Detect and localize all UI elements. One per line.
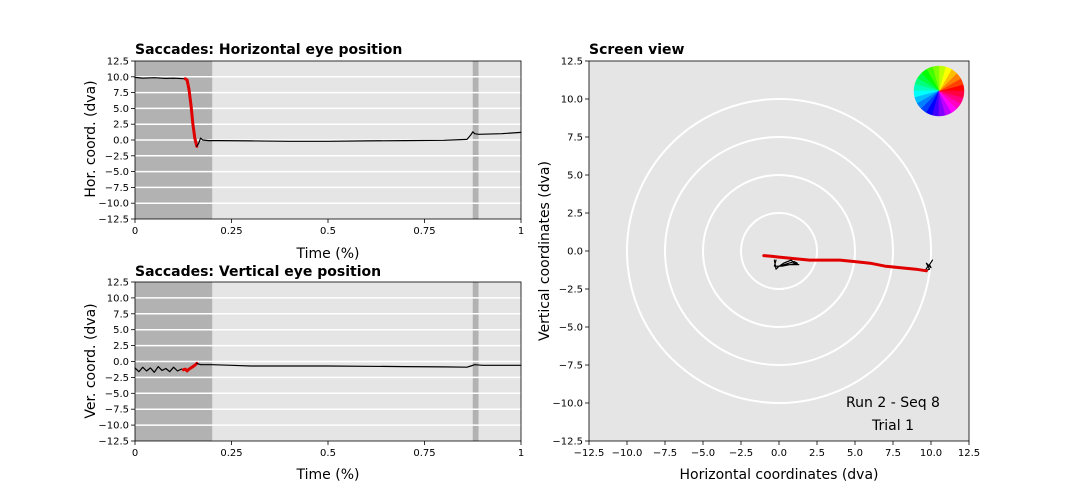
y-tick-label: −12.5 (98, 437, 129, 448)
y-tick-label: 5.0 (113, 104, 129, 115)
y-tick-label: 10.0 (107, 72, 129, 83)
horizontal-panel-xlabel: Time (%) (296, 246, 360, 262)
y-tick-label: −5.0 (559, 323, 583, 334)
x-tick-label: −2.5 (729, 448, 753, 459)
screen-view-title: Screen view (589, 42, 685, 58)
y-tick-label: 7.5 (113, 88, 129, 99)
x-tick-label: 0.75 (413, 226, 435, 237)
y-tick-label: 12.5 (561, 57, 583, 68)
vertical-panel-title: Saccades: Vertical eye position (135, 264, 381, 280)
plot-background (589, 61, 969, 441)
y-tick-label: 12.5 (107, 57, 129, 68)
y-tick-label: 7.5 (113, 309, 129, 320)
y-tick-label: −2.5 (559, 285, 583, 296)
x-tick-label: 7.5 (885, 448, 901, 459)
y-tick-label: −7.5 (105, 183, 129, 194)
x-tick-label: 12.5 (958, 448, 980, 459)
y-tick-label: 2.5 (113, 341, 129, 352)
vertical-panel-ylabel: Ver. coord. (dva) (83, 303, 99, 418)
wheel-segment (938, 90, 965, 98)
x-tick-label: 1 (518, 448, 524, 459)
y-tick-label: 5.0 (113, 325, 129, 336)
y-tick-label: −2.5 (105, 151, 129, 162)
x-tick-label: −5.0 (691, 448, 715, 459)
saccade-trace (762, 254, 928, 273)
y-tick-label: 0.0 (113, 136, 129, 147)
x-tick-label: −7.5 (653, 448, 677, 459)
y-tick-label: −12.5 (98, 215, 129, 226)
plot-area: 12.5 10.0 7.5 5.0 2.5 0.0 −2.5 −5.0 −7.5 −10.0 −12… (98, 278, 524, 460)
fixation-trace (196, 362, 522, 368)
x-tick-label: 0.5 (320, 226, 336, 237)
y-tick-label: 0.0 (113, 357, 129, 368)
target-circle (664, 136, 894, 366)
y-tick-label: 7.5 (567, 133, 583, 144)
target-circle (740, 212, 818, 290)
vertical-position-panel: 12.5 10.0 7.5 5.0 2.5 0.0 −2.5 −5.0 −7.5 −10.0 −12… (83, 264, 524, 483)
x-tick-label: 2.5 (809, 448, 825, 459)
horizontal-position-panel: 12.5 10.0 7.5 5.0 2.5 0.0 −2.5 −5.0 −7.5 −10.0 −12… (83, 42, 524, 262)
y-tick-label: 2.5 (567, 209, 583, 220)
y-tick-label: −12.5 (552, 437, 583, 448)
y-tick-label: −5.0 (105, 389, 129, 400)
saccade-trace (183, 77, 199, 148)
plot-area: 12.5 10.0 7.5 5.0 2.5 0.0 −2.5 −5.0 −7.5 −10.0 −12… (98, 57, 524, 238)
x-tick-label: 0.25 (220, 226, 242, 237)
y-tick-label: 10.0 (107, 293, 129, 304)
target-circle (626, 98, 932, 404)
screen-view-panel: 12.5 10.0 7.5 5.0 2.5 0.0 −2.5 −5.0 −7.5 −10.0 −12… (537, 42, 980, 483)
x-tick-label: 0.25 (220, 448, 242, 459)
y-tick-label: −10.0 (552, 399, 583, 410)
y-tick-label: 2.5 (113, 120, 129, 131)
x-tick-label: 0.5 (320, 448, 336, 459)
horizontal-panel-ylabel: Hor. coord. (dva) (83, 80, 99, 197)
fixation-trace (773, 259, 800, 270)
x-tick-label: −12.5 (574, 448, 605, 459)
fixation-trace (134, 76, 186, 80)
y-tick-label: −5.0 (105, 167, 129, 178)
y-tick-label: 0.0 (567, 247, 583, 258)
x-tick-label: 0 (132, 226, 138, 237)
fixation-trace (134, 366, 184, 373)
trial-label: Trial 1 (871, 418, 914, 434)
y-tick-label: −2.5 (105, 373, 129, 384)
x-tick-label: 1 (518, 226, 524, 237)
orientation-wheel-icon (913, 65, 965, 117)
y-tick-label: 5.0 (567, 171, 583, 182)
saccade-trace (181, 361, 199, 373)
run-seq-label: Run 2 - Seq 8 (846, 395, 940, 411)
y-tick-label: 12.5 (107, 278, 129, 289)
y-tick-label: −10.0 (98, 199, 129, 210)
x-tick-label: 0 (132, 448, 138, 459)
y-tick-label: −7.5 (105, 405, 129, 416)
target-circle (702, 174, 856, 328)
screen-view-ylabel: Vertical coordinates (dva) (537, 161, 553, 341)
x-tick-label: 0.0 (771, 448, 787, 459)
x-tick-label: −10.0 (612, 448, 643, 459)
y-tick-label: 10.0 (561, 95, 583, 106)
x-tick-label: 5.0 (847, 448, 863, 459)
screen-view-xlabel: Horizontal coordinates (dva) (679, 467, 878, 483)
x-tick-label: 0.75 (413, 448, 435, 459)
vertical-panel-xlabel: Time (%) (296, 467, 360, 483)
y-tick-label: −10.0 (98, 421, 129, 432)
plot-area: 12.5 10.0 7.5 5.0 2.5 0.0 −2.5 −5.0 −7.5 −10.0 −12… (552, 57, 980, 460)
x-tick-label: 10.0 (920, 448, 942, 459)
y-tick-label: −7.5 (559, 361, 583, 372)
horizontal-panel-title: Saccades: Horizontal eye position (135, 42, 402, 58)
fixation-trace (196, 131, 522, 147)
